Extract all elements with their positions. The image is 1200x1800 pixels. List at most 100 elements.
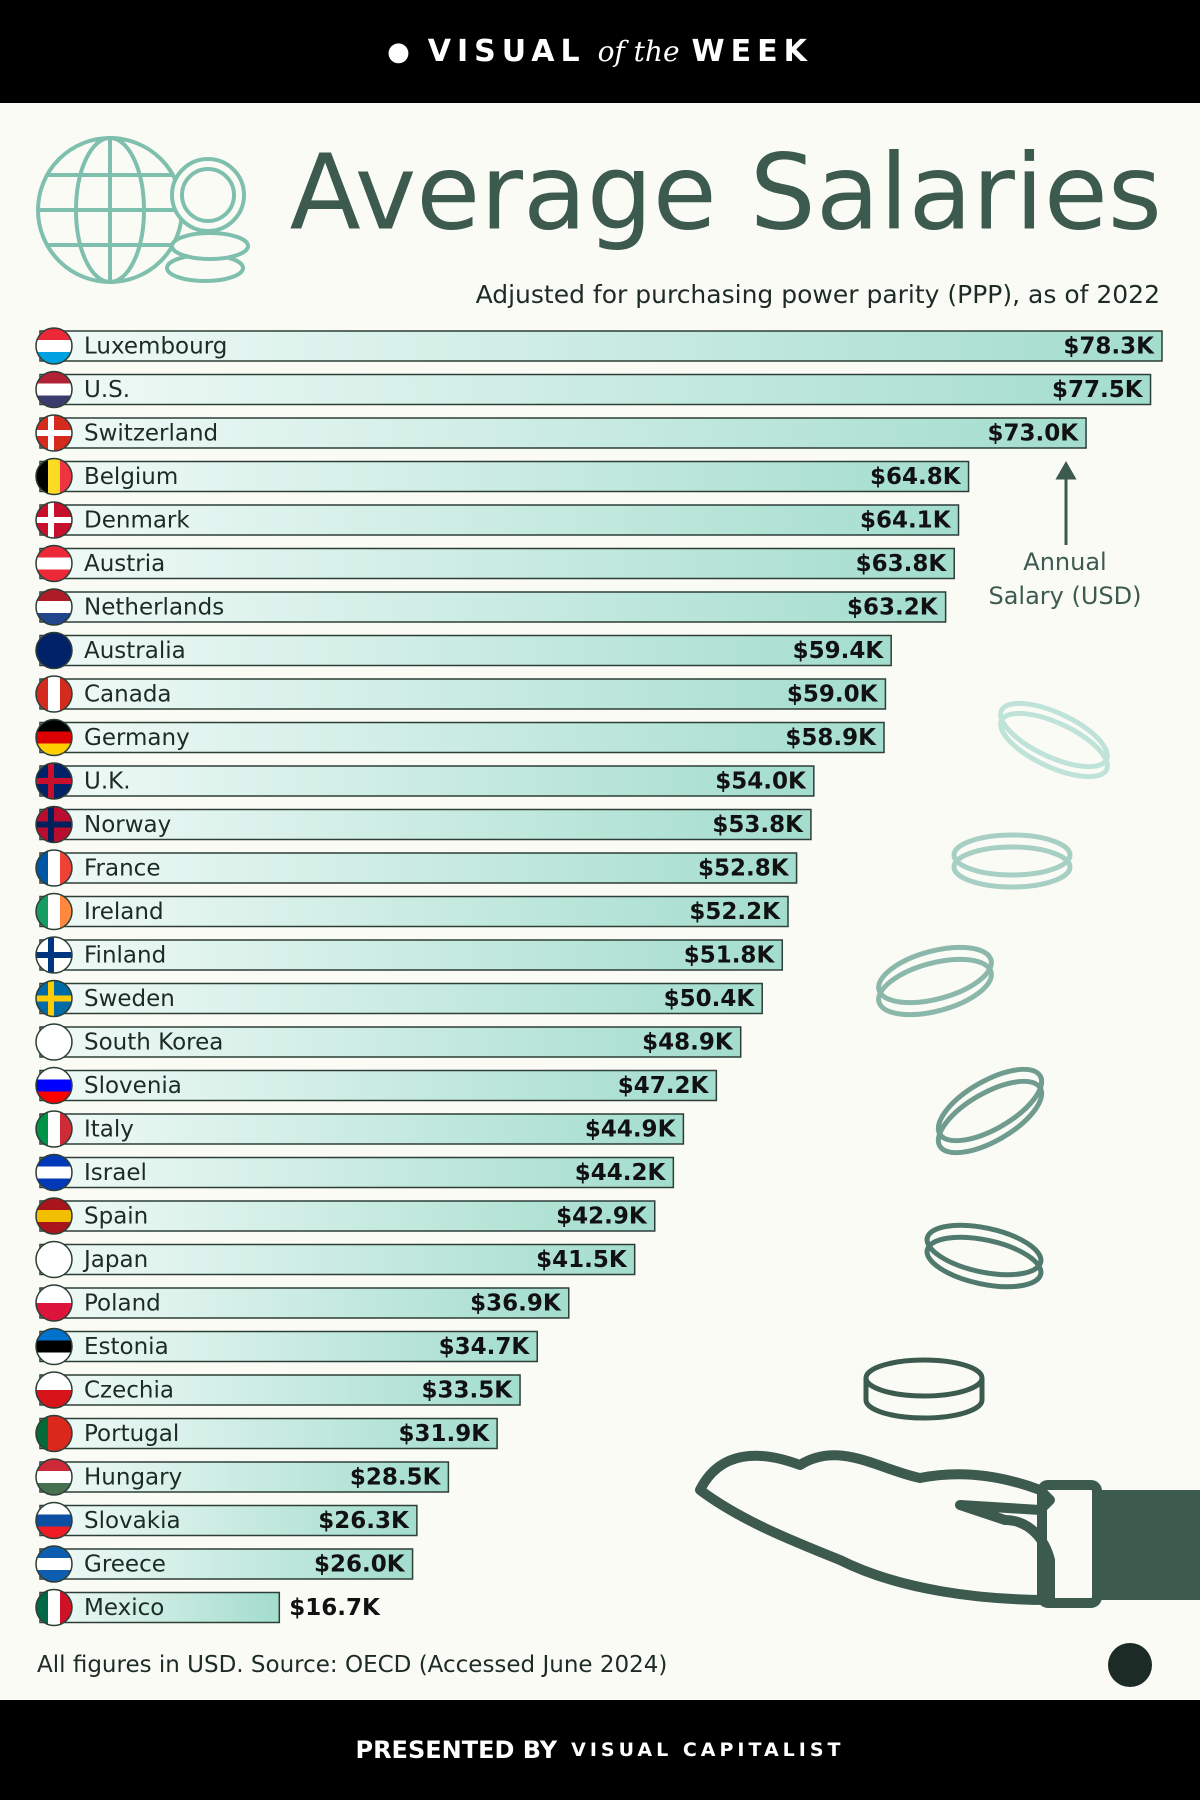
value-label: $47.2K bbox=[618, 1073, 710, 1099]
flag-stripe bbox=[36, 1372, 72, 1390]
flag-outline bbox=[35, 370, 73, 409]
bar bbox=[39, 1417, 498, 1450]
bar bbox=[39, 1026, 742, 1058]
flag-outline bbox=[35, 631, 73, 670]
footer-logo bbox=[1108, 1643, 1152, 1687]
flag-icon bbox=[36, 415, 72, 451]
flag-stripe bbox=[36, 383, 72, 396]
value-label: $63.8K bbox=[856, 551, 948, 577]
category-label: Sweden bbox=[84, 986, 175, 1012]
bar bbox=[39, 808, 812, 841]
flag-outline bbox=[35, 1501, 73, 1540]
flag-outline bbox=[35, 544, 73, 583]
annotation-arrow bbox=[1055, 460, 1077, 545]
category-label: Canada bbox=[84, 682, 172, 708]
flag-outline bbox=[35, 1066, 73, 1105]
flag-stripe bbox=[48, 1415, 60, 1452]
value-label: $36.9K bbox=[470, 1291, 562, 1317]
category-label: Denmark bbox=[84, 508, 190, 534]
category-label: Belgium bbox=[84, 464, 178, 490]
bar bbox=[39, 504, 960, 536]
category-label: Portugal bbox=[84, 1421, 179, 1447]
value-label: $31.9K bbox=[399, 1421, 491, 1447]
bar bbox=[39, 939, 784, 971]
flag-stripe bbox=[36, 1285, 72, 1303]
flag-stripe bbox=[36, 601, 72, 613]
flag-outline bbox=[35, 414, 73, 452]
flag-stripe bbox=[36, 731, 72, 744]
bar bbox=[39, 852, 798, 884]
flag-icon bbox=[36, 937, 72, 973]
flag-stripe bbox=[36, 1471, 72, 1483]
category-label: Germany bbox=[84, 725, 190, 751]
header-logo: ● bbox=[387, 36, 416, 67]
bar bbox=[39, 1287, 570, 1319]
category-label: U.S. bbox=[84, 377, 130, 403]
value-label: $16.7K bbox=[289, 1595, 381, 1621]
value-label: $26.3K bbox=[318, 1508, 410, 1534]
flag-outline bbox=[35, 1197, 73, 1235]
value-label: $73.0K bbox=[987, 421, 1079, 447]
chart-title: Average Salaries bbox=[290, 131, 1162, 253]
category-label: Greece bbox=[84, 1552, 166, 1578]
flag-cross bbox=[48, 937, 54, 973]
flag-outline bbox=[35, 1327, 73, 1366]
category-label: Finland bbox=[84, 943, 166, 969]
flag-stripe bbox=[36, 1340, 72, 1353]
decorative-coins bbox=[863, 700, 1110, 1421]
flag-outline bbox=[35, 1588, 73, 1627]
flag-outline bbox=[35, 849, 73, 887]
header-series: WEEK bbox=[691, 34, 813, 69]
flag-icon bbox=[36, 1372, 72, 1408]
presented-by: PRESENTED BY bbox=[355, 1736, 558, 1764]
flag-icon bbox=[36, 502, 72, 538]
flag-stripe bbox=[36, 1210, 72, 1222]
category-label: Switzerland bbox=[84, 421, 218, 447]
value-label: $52.8K bbox=[698, 856, 790, 882]
category-label: Mexico bbox=[84, 1595, 164, 1621]
category-label: Australia bbox=[84, 638, 186, 664]
flag-stripe bbox=[48, 1111, 60, 1147]
value-label: $26.0K bbox=[314, 1552, 406, 1578]
category-label: France bbox=[84, 856, 160, 882]
bar bbox=[39, 547, 955, 580]
bar bbox=[39, 1330, 538, 1363]
flag-outline bbox=[35, 892, 73, 931]
flag-stripe bbox=[36, 1303, 72, 1321]
source-note: All figures in USD. Source: OECD (Access… bbox=[37, 1652, 668, 1678]
flag-outline bbox=[35, 1153, 73, 1192]
bar bbox=[39, 678, 887, 710]
category-label: Spain bbox=[84, 1204, 148, 1230]
category-label: Poland bbox=[84, 1291, 161, 1317]
value-label: $48.9K bbox=[642, 1030, 734, 1056]
value-label: $54.0K bbox=[715, 769, 807, 795]
flag-stripe bbox=[36, 1514, 72, 1527]
category-label: Italy bbox=[84, 1117, 134, 1143]
flag-outline bbox=[35, 979, 73, 1018]
flag-outline bbox=[35, 457, 73, 496]
bar bbox=[39, 1461, 450, 1493]
flag-cross bbox=[48, 763, 54, 799]
bar bbox=[39, 373, 1152, 406]
flag-stripe bbox=[36, 340, 72, 352]
globe-icon bbox=[36, 136, 250, 284]
category-label: Slovenia bbox=[84, 1073, 182, 1099]
value-label: $28.5K bbox=[350, 1465, 442, 1491]
bar bbox=[39, 417, 1087, 449]
value-label: $59.4K bbox=[793, 638, 885, 664]
value-label: $64.8K bbox=[870, 464, 962, 490]
flag-outline bbox=[35, 1458, 73, 1496]
category-label: Luxembourg bbox=[84, 334, 227, 360]
value-label: $64.1K bbox=[860, 508, 952, 534]
value-label: $41.5K bbox=[536, 1247, 628, 1273]
value-label: $50.4K bbox=[664, 986, 756, 1012]
value-label: $44.2K bbox=[575, 1160, 667, 1186]
value-label: $53.8K bbox=[712, 812, 804, 838]
flag-cross bbox=[48, 415, 54, 451]
flag-cross bbox=[48, 980, 54, 1017]
bar bbox=[39, 895, 789, 928]
category-label: Japan bbox=[82, 1247, 148, 1273]
bar bbox=[39, 1243, 636, 1276]
flag-outline bbox=[35, 762, 73, 800]
